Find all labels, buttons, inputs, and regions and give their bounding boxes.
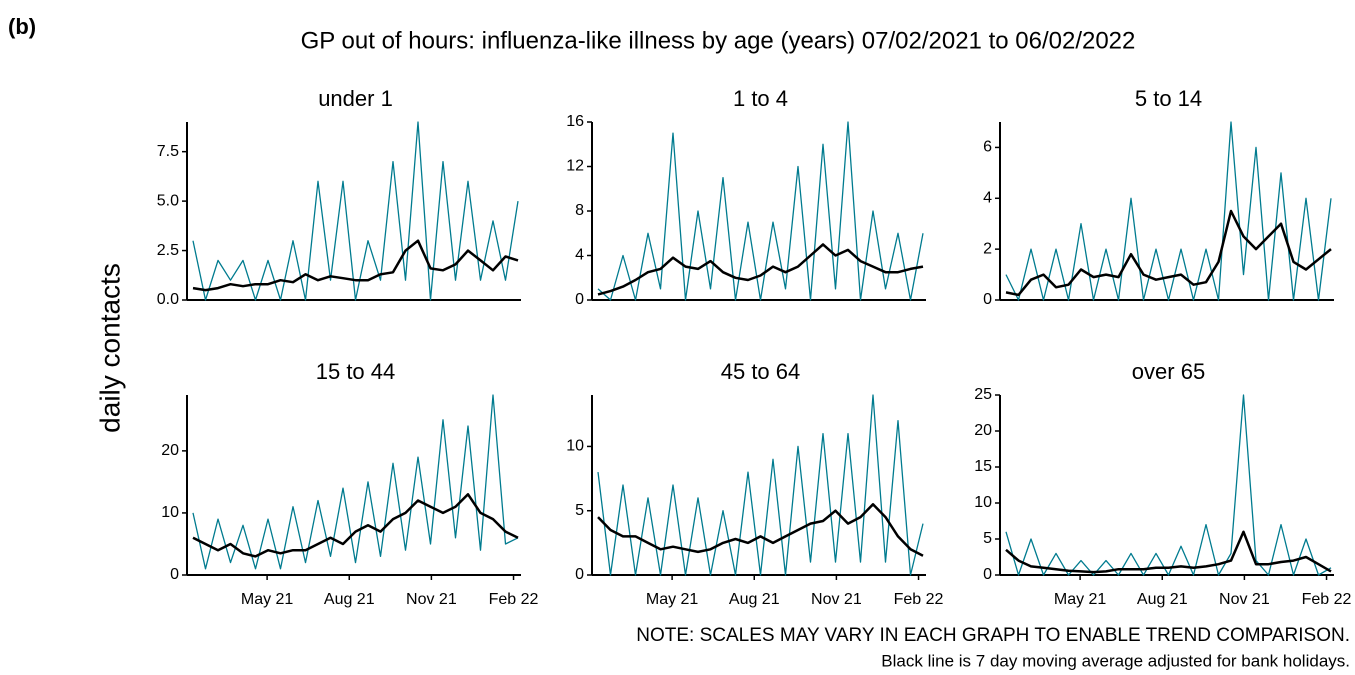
y-tick-label: 2.5 [157,242,179,259]
x-tick-label: Nov 21 [1219,591,1270,608]
x-tick-label: May 21 [241,591,294,608]
x-tick-label: Feb 22 [894,591,944,608]
y-tick-label: 0 [983,566,992,583]
y-tick-label: 6 [983,139,992,156]
x-tick-label: Nov 21 [406,591,457,608]
daily-line [192,121,519,301]
daily-line [597,394,924,576]
y-tick-label: 0 [575,291,584,308]
y-tick-label: 5.0 [157,192,179,209]
y-tick-label: 10 [974,494,992,511]
y-tick-label: 20 [974,422,992,439]
y-tick-label: 2 [983,240,992,257]
note: Black line is 7 day moving average adjus… [881,651,1350,670]
y-tick-label: 0.0 [157,291,179,308]
x-tick-label: Nov 21 [811,591,862,608]
average-line [192,493,519,558]
y-tick-label: 15 [974,458,992,475]
y-tick-label: 25 [974,386,992,403]
average-line [597,503,924,557]
chart-title: GP out of hours: influenza-like illness … [301,27,1136,54]
panel-title: 5 to 14 [1135,86,1202,111]
note: NOTE: SCALES MAY VARY IN EACH GRAPH TO E… [636,625,1350,646]
daily-line [192,394,519,570]
y-axis-label: daily contacts [94,263,125,433]
x-tick-label: Aug 21 [729,591,780,608]
panel-title: over 65 [1132,359,1205,384]
y-tick-label: 4 [575,247,584,264]
y-tick-label: 4 [983,190,992,207]
x-tick-label: May 21 [1054,591,1107,608]
panel-title: under 1 [318,86,393,111]
y-tick-label: 12 [566,158,584,175]
x-tick-label: Aug 21 [1137,591,1188,608]
daily-line [1005,121,1332,301]
y-tick-label: 10 [161,504,179,521]
y-tick-label: 5 [983,530,992,547]
y-tick-label: 16 [566,113,584,130]
y-tick-label: 7.5 [157,143,179,160]
daily-line [1005,394,1332,576]
y-tick-label: 0 [170,566,179,583]
average-line [192,239,519,292]
daily-line [597,121,924,301]
average-line [1005,209,1332,297]
x-tick-label: Feb 22 [1302,591,1352,608]
panel-title: 45 to 64 [721,359,801,384]
y-tick-label: 20 [161,442,179,459]
panel-title: 1 to 4 [733,86,788,111]
average-line [1005,530,1332,574]
x-tick-label: Feb 22 [489,591,539,608]
x-tick-label: May 21 [646,591,699,608]
x-tick-label: Aug 21 [324,591,375,608]
average-line [597,243,924,296]
panel-label: (b) [8,14,36,39]
panel-title: 15 to 44 [316,359,396,384]
y-tick-label: 5 [575,502,584,519]
y-tick-label: 8 [575,202,584,219]
y-tick-label: 0 [575,566,584,583]
y-tick-label: 10 [566,438,584,455]
y-tick-label: 0 [983,291,992,308]
